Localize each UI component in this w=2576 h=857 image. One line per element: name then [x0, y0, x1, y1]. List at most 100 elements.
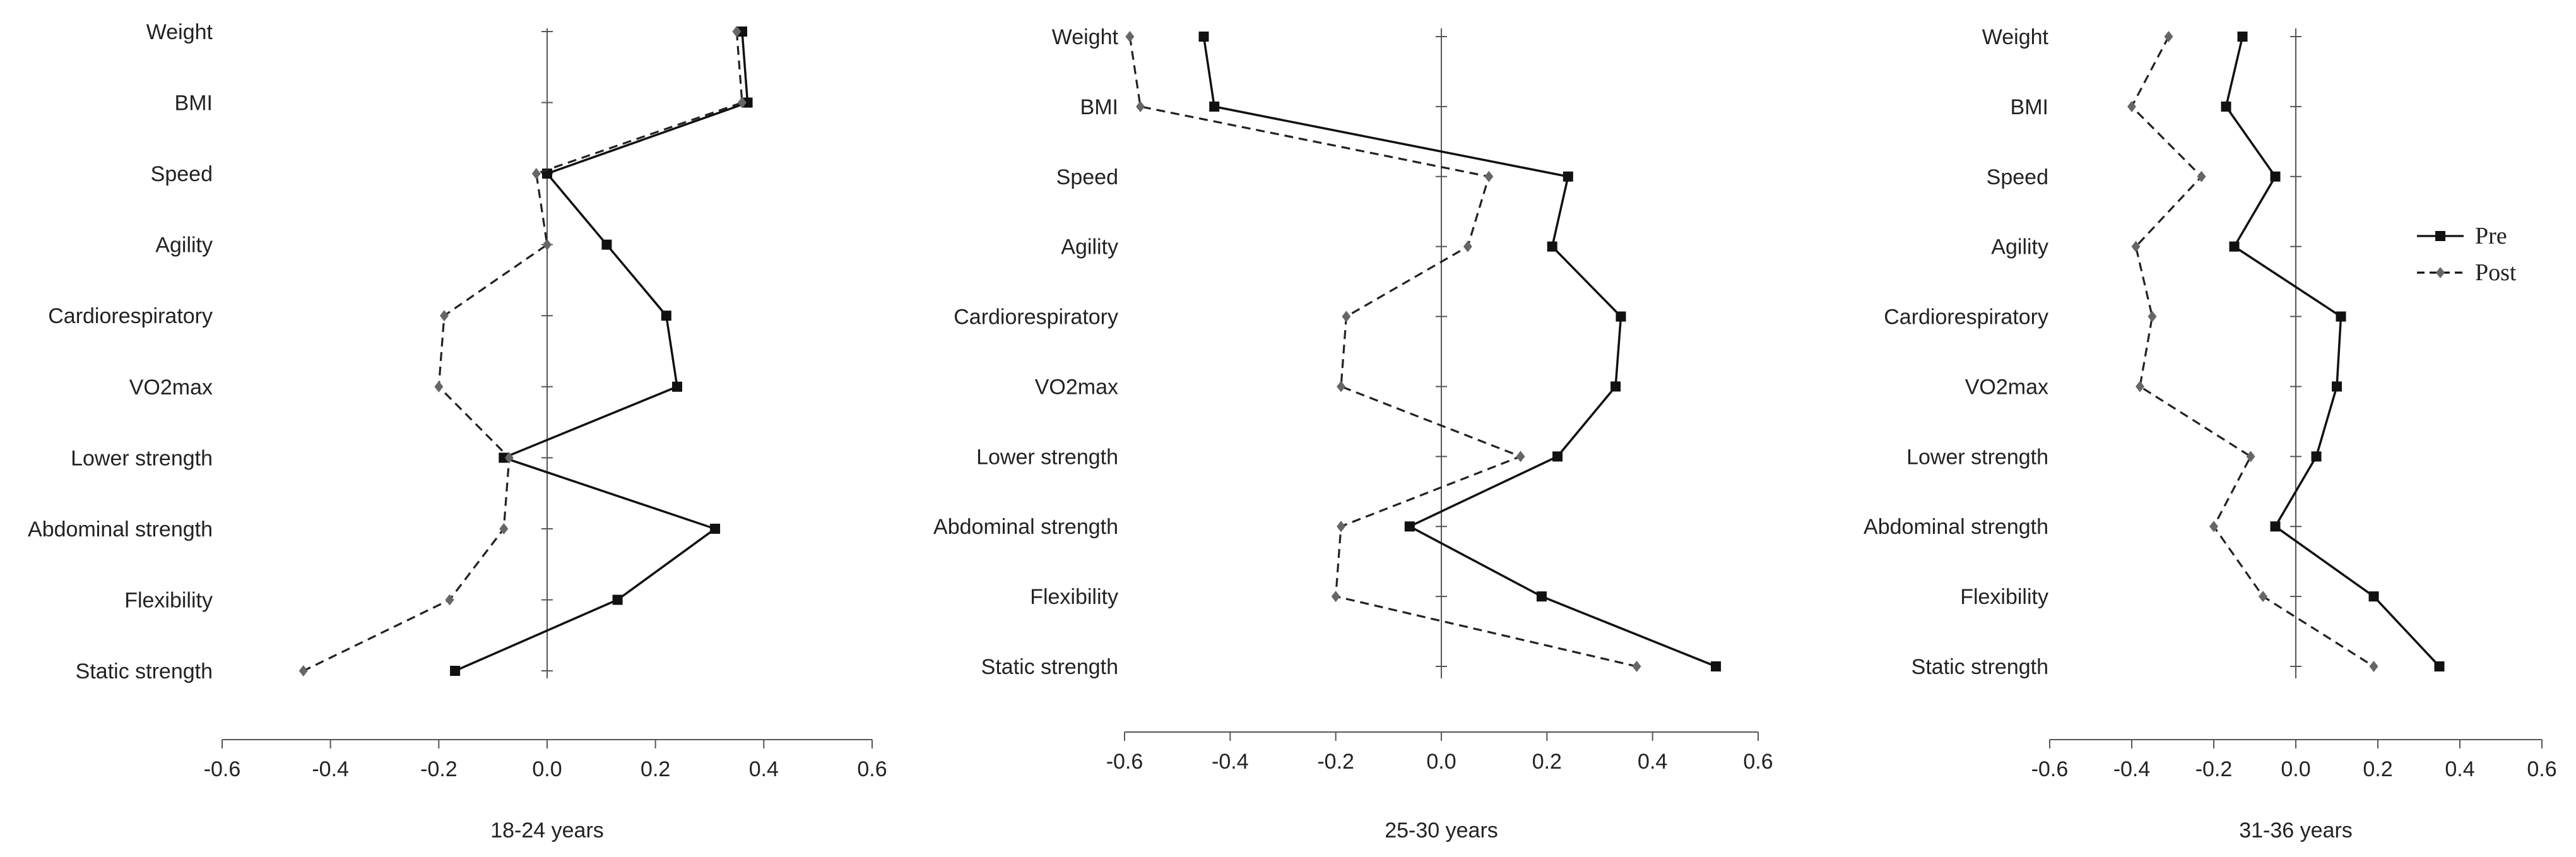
x-tick-label: -0.2 — [2195, 757, 2233, 781]
point-post-cardiorespiratory — [2148, 310, 2157, 322]
point-post-weight — [2164, 31, 2173, 42]
point-post-flexibility — [2259, 591, 2267, 603]
series-line-post — [1128, 36, 1637, 668]
category-label-cardiorespiratory: Cardiorespiratory — [954, 305, 1118, 329]
point-post-static-strength — [1632, 661, 1641, 672]
point-post-vo2max — [434, 381, 444, 393]
legend-marker-pre — [2435, 231, 2445, 241]
x-axis-title: 25-30 years — [1385, 819, 1498, 842]
category-label-weight: Weight — [1982, 25, 2049, 49]
point-post-flexibility — [445, 594, 454, 606]
point-pre-agility — [601, 239, 612, 250]
legend: Pre Post — [2417, 223, 2517, 286]
point-post-cardiorespiratory — [439, 310, 449, 322]
category-label-weight: Weight — [1052, 25, 1119, 49]
series-line-pre — [454, 31, 749, 672]
legend-marker-post — [2436, 267, 2445, 278]
point-pre-lower-strength — [2311, 451, 2322, 462]
x-tick-label: -0.6 — [2031, 757, 2069, 781]
point-pre-speed — [1563, 171, 1573, 182]
point-pre-bmi — [2221, 101, 2231, 112]
point-post-weight — [732, 26, 741, 37]
category-label-speed: Speed — [1056, 165, 1118, 189]
category-label-lower-strength: Lower strength — [1906, 445, 2048, 469]
category-label-static-strength: Static strength — [981, 655, 1118, 679]
point-pre-agility — [1547, 241, 1557, 252]
chart-panel-2: -0.6 -0.4 -0.2 0.0 0.2 0.4 0.6 25-30 years Weigh… — [933, 25, 1773, 842]
x-tick-label: -0.4 — [2113, 757, 2151, 781]
point-post-abdominal-strength — [1337, 521, 1346, 533]
point-pre-lower-strength — [1552, 451, 1563, 462]
point-pre-flexibility — [2368, 591, 2379, 602]
x-tick-label: 0.2 — [2363, 757, 2392, 781]
point-pre-static-strength — [2434, 661, 2445, 671]
category-label-agility: Agility — [1061, 235, 1118, 259]
point-post-abdominal-strength — [499, 523, 509, 535]
series-line-post — [303, 31, 743, 672]
point-post-vo2max — [2136, 381, 2144, 393]
point-pre-abdominal-strength — [1404, 521, 1415, 532]
x-tick-label: 0.0 — [2281, 757, 2310, 781]
x-tick-label: -0.4 — [1212, 750, 1249, 774]
chart-panel-3: -0.6 -0.4 -0.2 0.0 0.2 0.4 0.6 31-36 years Weigh… — [1864, 25, 2557, 842]
point-post-speed — [1484, 170, 1494, 182]
point-post-weight — [1125, 31, 1135, 42]
legend-label-post: Post — [2475, 259, 2517, 286]
x-tick-label: 0.2 — [1532, 750, 1562, 774]
category-label-vo2max: VO2max — [1965, 375, 2048, 399]
category-label-agility: Agility — [155, 233, 213, 257]
point-pre-weight — [737, 27, 747, 37]
point-pre-weight — [2237, 32, 2248, 42]
point-post-flexibility — [1331, 591, 1340, 603]
point-post-static-strength — [298, 665, 308, 677]
point-post-bmi — [1136, 100, 1145, 112]
point-post-agility — [543, 239, 552, 251]
point-post-lower-strength — [2246, 451, 2255, 463]
legend-label-pre: Pre — [2475, 223, 2507, 249]
category-label-lower-strength: Lower strength — [976, 445, 1118, 469]
category-label-vo2max: VO2max — [129, 375, 213, 399]
point-pre-cardiorespiratory — [1616, 311, 1626, 322]
category-label-bmi: BMI — [175, 92, 213, 115]
point-pre-weight — [1198, 32, 1209, 42]
category-label-weight: Weight — [146, 20, 213, 44]
x-tick-label: -0.4 — [312, 757, 349, 781]
point-post-abdominal-strength — [2209, 521, 2218, 533]
x-axis-title: 31-36 years — [2239, 819, 2353, 842]
point-post-agility — [1463, 240, 1472, 252]
point-pre-vo2max — [2332, 381, 2342, 392]
category-label-bmi: BMI — [2011, 95, 2048, 119]
category-label-static-strength: Static strength — [1911, 655, 2048, 679]
category-label-speed: Speed — [151, 162, 213, 186]
point-pre-abdominal-strength — [710, 523, 721, 534]
point-pre-cardiorespiratory — [2336, 311, 2346, 322]
category-label-flexibility: Flexibility — [1030, 585, 1118, 609]
point-post-bmi — [2127, 100, 2136, 112]
chart-panel-1: -0.6 -0.4 -0.2 0.0 0.2 0.4 0.6 18-24 years Weigh… — [28, 20, 887, 842]
x-tick-label: 0.6 — [1743, 750, 1773, 774]
point-post-lower-strength — [1516, 451, 1525, 463]
point-post-lower-strength — [504, 452, 514, 464]
x-tick-label: 0.0 — [532, 757, 562, 781]
point-pre-flexibility — [612, 594, 623, 605]
point-pre-flexibility — [1536, 591, 1547, 602]
point-pre-vo2max — [1610, 381, 1621, 392]
point-pre-bmi — [1209, 101, 1220, 112]
point-post-vo2max — [1337, 381, 1346, 393]
category-label-lower-strength: Lower strength — [71, 446, 213, 470]
x-tick-label: -0.2 — [1317, 750, 1354, 774]
x-tick-label: -0.6 — [1106, 750, 1143, 774]
category-label-abdominal-strength: Abdominal strength — [28, 517, 213, 541]
point-pre-static-strength — [1711, 661, 1722, 671]
category-label-flexibility: Flexibility — [1960, 585, 2048, 609]
category-label-static-strength: Static strength — [76, 659, 213, 683]
category-label-abdominal-strength: Abdominal strength — [933, 515, 1118, 539]
point-pre-vo2max — [672, 381, 682, 392]
x-tick-label: 0.0 — [1426, 750, 1456, 774]
x-tick-label: 0.4 — [1638, 750, 1667, 774]
category-label-abdominal-strength: Abdominal strength — [1864, 515, 2048, 539]
x-tick-label: 0.4 — [2445, 757, 2474, 781]
point-post-speed — [531, 168, 541, 180]
category-label-cardiorespiratory: Cardiorespiratory — [1884, 305, 2048, 329]
point-post-cardiorespiratory — [1342, 310, 1351, 322]
